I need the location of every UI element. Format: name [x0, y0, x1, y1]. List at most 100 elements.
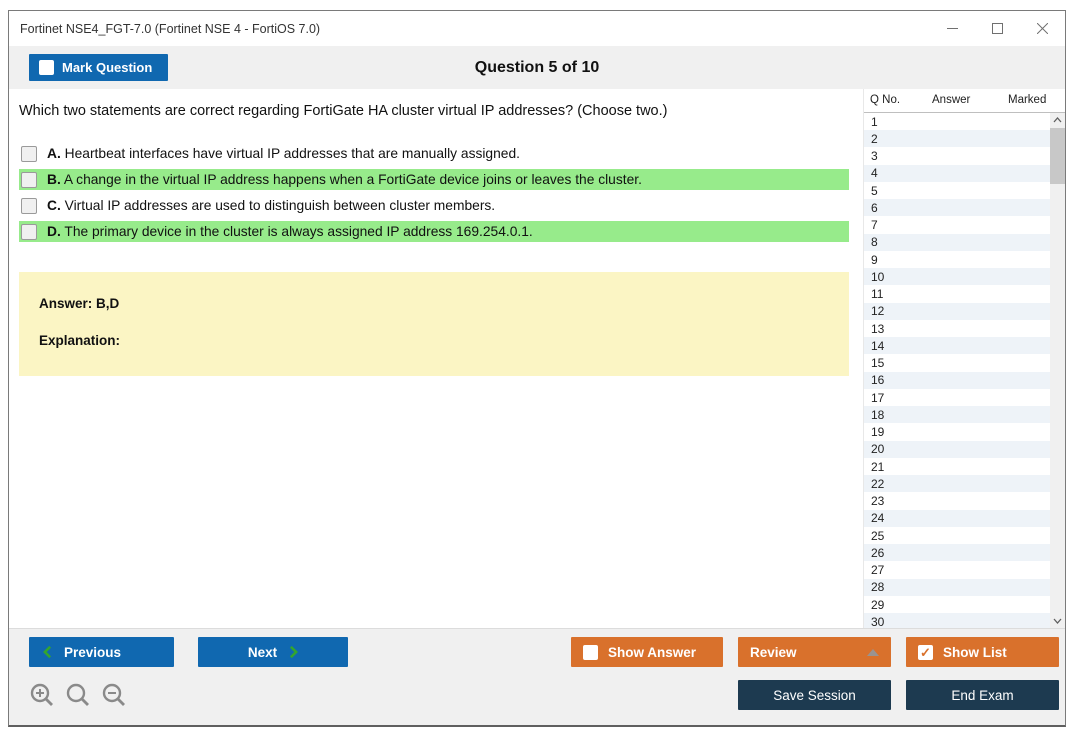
save-session-button[interactable]: Save Session	[738, 680, 891, 710]
top-toolbar: Mark Question Question 5 of 10	[9, 46, 1065, 89]
qno-cell: 10	[871, 269, 885, 284]
scroll-down-icon[interactable]	[1050, 613, 1065, 628]
question-list-row[interactable]: 21	[864, 458, 1050, 475]
option-text: Virtual IP addresses are used to disting…	[64, 198, 496, 213]
show-list-checkbox[interactable]: ✓	[918, 644, 933, 660]
window-title: Fortinet NSE4_FGT-7.0 (Fortinet NSE 4 - …	[20, 21, 321, 36]
qno-cell: 7	[871, 218, 878, 233]
question-list-row[interactable]: 26	[864, 544, 1050, 562]
qno-cell: 1	[871, 114, 878, 129]
mark-question-button[interactable]: Mark Question	[29, 54, 169, 81]
show-answer-checkbox[interactable]	[583, 644, 598, 660]
footer-toolbar: Previous Next Show Answer Review ✓ Show …	[9, 628, 1065, 725]
review-button[interactable]: Review	[738, 637, 891, 667]
option-checkbox[interactable]	[21, 171, 37, 188]
question-list-row[interactable]: 30	[864, 613, 1050, 628]
question-list-row[interactable]: 29	[864, 596, 1050, 613]
answer-option[interactable]: A. Heartbeat interfaces have virtual IP …	[19, 143, 849, 164]
zoom-out-icon[interactable]	[101, 682, 127, 708]
qno-cell: 11	[871, 287, 884, 302]
question-list-row[interactable]: 3	[864, 147, 1050, 164]
previous-label: Previous	[64, 644, 122, 660]
question-list: 1 2 3 4 5 6 7 8 9 10 11	[864, 112, 1065, 628]
option-text: The primary device in the cluster is alw…	[64, 224, 533, 239]
question-list-row[interactable]: 27	[864, 561, 1050, 578]
qno-cell: 17	[871, 390, 885, 405]
question-list-row[interactable]: 1	[864, 113, 1050, 130]
option-checkbox[interactable]	[21, 145, 37, 162]
qno-cell: 19	[871, 425, 885, 440]
question-list-row[interactable]: 28	[864, 578, 1050, 596]
zoom-icon[interactable]	[65, 682, 91, 708]
question-list-row[interactable]: 12	[864, 302, 1050, 320]
question-list-row[interactable]: 4	[864, 164, 1050, 182]
question-list-row[interactable]: 19	[864, 423, 1050, 440]
exam-window: Fortinet NSE4_FGT-7.0 (Fortinet NSE 4 - …	[8, 10, 1066, 727]
qno-cell: 4	[871, 166, 878, 181]
question-list-row[interactable]: 24	[864, 509, 1050, 527]
qno-cell: 15	[871, 356, 885, 371]
question-list-row[interactable]: 8	[864, 233, 1050, 251]
question-list-row[interactable]: 7	[864, 216, 1050, 233]
question-list-row[interactable]: 10	[864, 268, 1050, 286]
main-area: Which two statements are correct regardi…	[9, 89, 1065, 628]
question-list-row[interactable]: 25	[864, 527, 1050, 544]
minimize-button[interactable]	[930, 11, 975, 46]
answer-option[interactable]: B. A change in the virtual IP address ha…	[19, 169, 849, 190]
end-exam-button[interactable]: End Exam	[906, 680, 1059, 710]
qno-cell: 28	[871, 580, 885, 595]
qno-cell: 22	[871, 476, 885, 491]
scrollbar-thumb[interactable]	[1050, 127, 1065, 184]
question-list-row[interactable]: 17	[864, 389, 1050, 406]
option-letter: B.	[47, 172, 61, 187]
title-bar: Fortinet NSE4_FGT-7.0 (Fortinet NSE 4 - …	[9, 11, 1065, 46]
question-list-row[interactable]: 16	[864, 371, 1050, 389]
question-list-row[interactable]: 23	[864, 492, 1050, 509]
question-list-scrollbar[interactable]	[1050, 112, 1065, 628]
scroll-up-icon[interactable]	[1050, 113, 1065, 128]
col-header-marked: Marked	[1008, 94, 1047, 107]
zoom-in-icon[interactable]	[29, 682, 55, 708]
question-list-row[interactable]: 13	[864, 320, 1050, 337]
minimize-icon	[947, 28, 958, 29]
save-session-label: Save Session	[773, 687, 856, 703]
question-list-row[interactable]: 11	[864, 285, 1050, 302]
close-icon	[1037, 23, 1048, 34]
question-list-row[interactable]: 20	[864, 440, 1050, 458]
next-button[interactable]: Next	[198, 637, 348, 667]
show-list-button[interactable]: ✓ Show List	[906, 637, 1059, 667]
option-letter: D.	[47, 224, 61, 239]
option-text: A change in the virtual IP address happe…	[63, 172, 642, 187]
option-text: Heartbeat interfaces have virtual IP add…	[64, 146, 520, 161]
check-icon: ✓	[920, 644, 931, 660]
col-header-answer: Answer	[932, 94, 971, 107]
answer-box: Answer: B,D Explanation:	[19, 272, 849, 376]
previous-button[interactable]: Previous	[29, 637, 174, 667]
mark-question-label: Mark Question	[62, 60, 153, 75]
mark-question-checkbox[interactable]	[39, 60, 54, 75]
next-label: Next	[247, 644, 278, 660]
question-list-row[interactable]: 14	[864, 337, 1050, 355]
show-answer-button[interactable]: Show Answer	[571, 637, 723, 667]
maximize-button[interactable]	[975, 11, 1020, 46]
question-list-row[interactable]: 5	[864, 182, 1050, 199]
answer-option[interactable]: C. Virtual IP addresses are used to dist…	[19, 195, 849, 216]
question-list-row[interactable]: 15	[864, 354, 1050, 371]
qno-cell: 8	[871, 235, 878, 250]
close-button[interactable]	[1020, 11, 1065, 46]
qno-cell: 5	[871, 183, 878, 198]
question-list-row[interactable]: 18	[864, 406, 1050, 424]
question-list-row[interactable]: 22	[864, 475, 1050, 493]
option-checkbox[interactable]	[21, 197, 37, 214]
review-label: Review	[750, 644, 797, 660]
options-list: A. Heartbeat interfaces have virtual IP …	[19, 143, 855, 242]
answer-option[interactable]: D. The primary device in the cluster is …	[19, 221, 849, 242]
question-list-row[interactable]: 2	[864, 130, 1050, 148]
window-controls	[930, 11, 1065, 46]
qno-cell: 25	[871, 528, 885, 543]
show-answer-label: Show Answer	[608, 644, 697, 660]
option-checkbox[interactable]	[21, 223, 37, 240]
qno-cell: 21	[871, 459, 885, 474]
question-list-row[interactable]: 9	[864, 251, 1050, 268]
question-list-row[interactable]: 6	[864, 199, 1050, 217]
